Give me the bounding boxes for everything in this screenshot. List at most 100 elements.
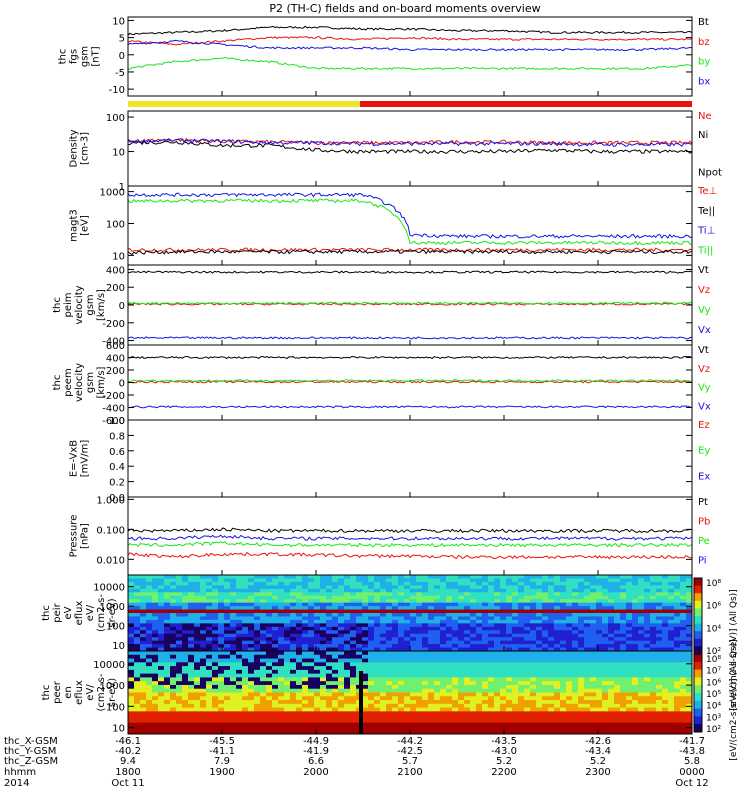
spectrogram-cell (284, 696, 291, 701)
spectrogram-cell (620, 711, 627, 716)
spectrogram-cell (230, 637, 237, 642)
legend-ti: Ti⊥ (697, 226, 715, 237)
spectrogram-cell (248, 647, 255, 652)
spectrogram-cell (338, 718, 345, 724)
spectrogram-cell (422, 595, 429, 600)
spectrogram-cell (650, 606, 657, 611)
spectrogram-cell (284, 730, 291, 735)
spectrogram-cell (428, 673, 435, 678)
spectrogram-cell (488, 718, 495, 724)
spectrogram-cell (584, 640, 591, 645)
spectrogram-cell (284, 692, 291, 697)
spectrogram-cell (314, 619, 321, 624)
spectrogram-cell (656, 662, 663, 667)
spectrogram-cell (524, 726, 531, 731)
spectrogram-cell (278, 722, 285, 727)
spectrogram-cell (644, 602, 651, 607)
spectrogram-cell (386, 707, 393, 712)
spectrogram-cell (482, 666, 489, 671)
spectrogram-cell (608, 681, 615, 686)
spectrogram-cell (170, 581, 177, 586)
spectrogram-cell (674, 707, 681, 712)
spectrogram-cell (428, 575, 435, 579)
spectrogram-cell (170, 707, 177, 712)
spectrogram-cell (410, 700, 417, 705)
spectrogram-cell (416, 613, 423, 617)
spectrogram-cell (182, 651, 189, 656)
spectrogram-cell (632, 592, 639, 597)
spectrogram-cell (332, 684, 339, 690)
spectrogram-cell (542, 715, 549, 720)
spectrogram-cell (218, 616, 225, 621)
spectrogram-cell (488, 599, 495, 604)
spectrogram-cell (506, 681, 513, 686)
spectrogram-cell (368, 692, 375, 697)
spectrogram-cell (362, 578, 369, 583)
spectrogram-cell (680, 662, 687, 667)
spectrogram-cell (206, 619, 213, 624)
spectrogram-cell (494, 718, 501, 724)
spectrogram-cell (488, 688, 495, 693)
spectrogram-cell (158, 647, 165, 652)
spectrogram-cell (500, 633, 507, 638)
mode-bar-yellow (128, 101, 360, 107)
spectrogram-cell (338, 585, 345, 590)
spectrogram-cell (440, 700, 447, 705)
spectrogram-cell (368, 707, 375, 712)
spectrogram-cell (260, 588, 267, 593)
spectrogram-cell (164, 623, 171, 628)
spectrogram-cell (212, 700, 219, 705)
spectrogram-cell (224, 688, 231, 693)
spectrogram-cell (410, 588, 417, 593)
spectrogram-cell (338, 651, 345, 656)
spectrogram-cell (398, 700, 405, 705)
spectrogram-cell (620, 666, 627, 671)
spectrogram-cell (140, 644, 147, 649)
x-row-label: thc_Z-GSM (4, 756, 58, 767)
spectrogram-cell (314, 595, 321, 600)
spectrogram-cell (620, 700, 627, 705)
spectrogram-cell (638, 684, 645, 690)
spectrogram-cell (602, 696, 609, 701)
spectrogram-cell (620, 707, 627, 712)
spectrogram-cell (620, 637, 627, 642)
spectrogram-cell (392, 651, 399, 656)
spectrogram-cell (458, 619, 465, 624)
spectrogram-cell (182, 666, 189, 671)
spectrogram-cell (572, 592, 579, 597)
spectrogram-cell (128, 619, 135, 624)
spectrogram-cell (518, 707, 525, 712)
spectrogram-cell (620, 630, 627, 635)
spectrogram-cell (572, 581, 579, 586)
spectrogram-cell (518, 592, 525, 597)
spectrogram-cell (668, 681, 675, 686)
spectrogram-cell (320, 616, 327, 621)
spectrogram-cell (374, 658, 381, 663)
spectrogram-cell (566, 595, 573, 600)
spectrogram-cell (674, 681, 681, 686)
spectrogram-cell (158, 681, 165, 686)
spectrogram-cell (488, 606, 495, 611)
spectrogram-cell (296, 606, 303, 611)
spectrogram-cell (488, 640, 495, 645)
spectrogram-cell (170, 722, 177, 727)
y-axis-label: en (63, 686, 74, 699)
spectrogram-cell (404, 700, 411, 705)
spectrogram-cell (608, 647, 615, 652)
spectrogram-cell (260, 595, 267, 600)
series-ti-line (127, 192, 692, 239)
spectrogram-cell (272, 623, 279, 628)
spectrogram-cell (326, 726, 333, 731)
spectrogram-cell (578, 619, 585, 624)
spectrogram-cell (356, 595, 363, 600)
spectrogram-cell (662, 595, 669, 600)
spectrogram-cell (320, 718, 327, 724)
spectrogram-cell (530, 688, 537, 693)
spectrogram-cell (332, 585, 339, 590)
spectrogram-cell (146, 592, 153, 597)
spectrogram-cell (146, 606, 153, 611)
spectrogram-cell (548, 578, 555, 583)
spectrogram-cell (512, 681, 519, 686)
spectrogram-cell (536, 588, 543, 593)
spectrogram-cell (560, 640, 567, 645)
